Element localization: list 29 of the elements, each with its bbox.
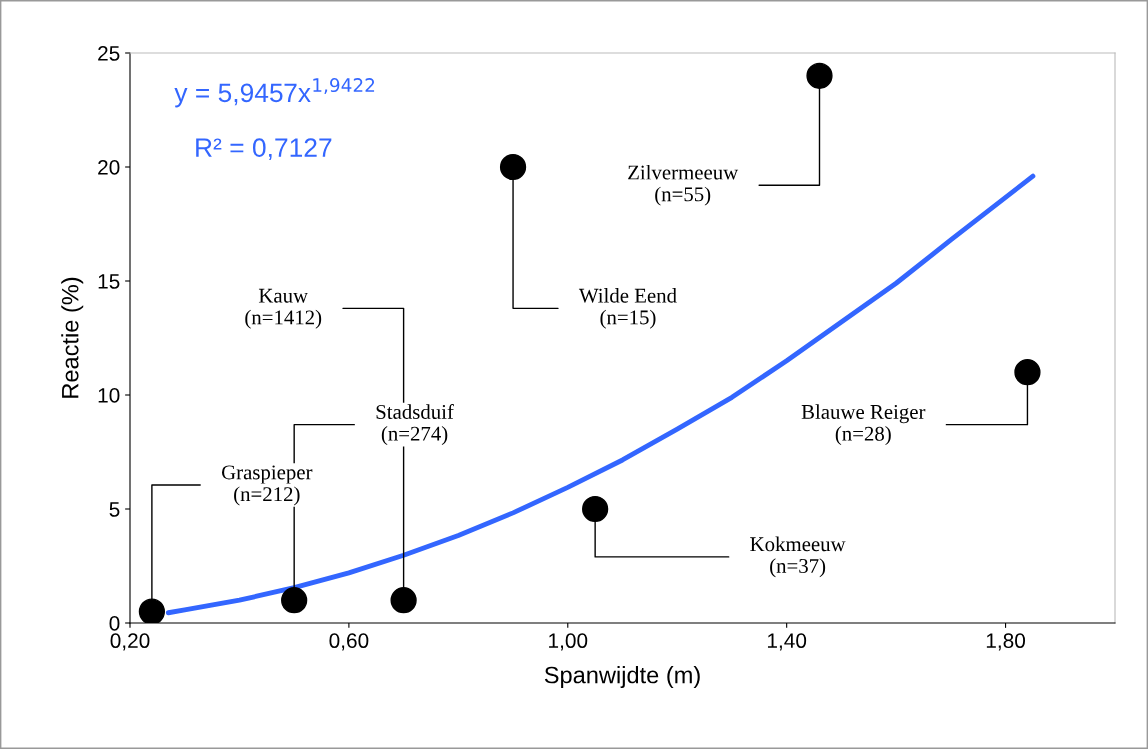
y-tick-label: 25 xyxy=(98,46,120,61)
x-tick-label: 1,80 xyxy=(986,633,1026,651)
y-tick-label: 0 xyxy=(109,616,120,631)
point xyxy=(138,598,166,623)
annotation: Stadsduif (n=274) xyxy=(376,404,454,445)
y-axis-title: Reactie (%) xyxy=(61,277,84,398)
x-axis-title: Spanwijdte (m) xyxy=(544,666,700,689)
annotation: Kauw (n=1412) xyxy=(245,288,322,329)
x-tick-label: 0,20 xyxy=(110,633,150,651)
y-tick-label: 10 xyxy=(98,388,120,403)
point xyxy=(499,153,527,181)
y-tick-label: 20 xyxy=(98,160,120,175)
point xyxy=(390,587,417,614)
point xyxy=(582,495,609,523)
annotation: Kokmeeuw (n=37) xyxy=(750,536,846,578)
annotation: y = 5,9457x$^{1,9422}$ xyxy=(174,78,375,108)
point xyxy=(806,62,833,89)
y-tick-label: 5 xyxy=(109,502,120,517)
annotation: Zilvermeeuw (n=55) xyxy=(628,164,739,206)
x-tick-label: 1,00 xyxy=(549,633,588,651)
annotation: R² = 0,7127 xyxy=(196,138,332,161)
annotation: Wilde Eend (n=15) xyxy=(578,288,677,329)
x-tick-label: 1,40 xyxy=(767,633,807,651)
x-tick-label: 0,60 xyxy=(329,633,369,651)
point xyxy=(281,587,308,614)
point xyxy=(1014,359,1041,386)
annotation: Blauwe Reiger (n=28) xyxy=(801,404,926,446)
y-tick-label: 15 xyxy=(98,274,120,289)
annotation: Graspieper (n=212) xyxy=(221,465,313,506)
